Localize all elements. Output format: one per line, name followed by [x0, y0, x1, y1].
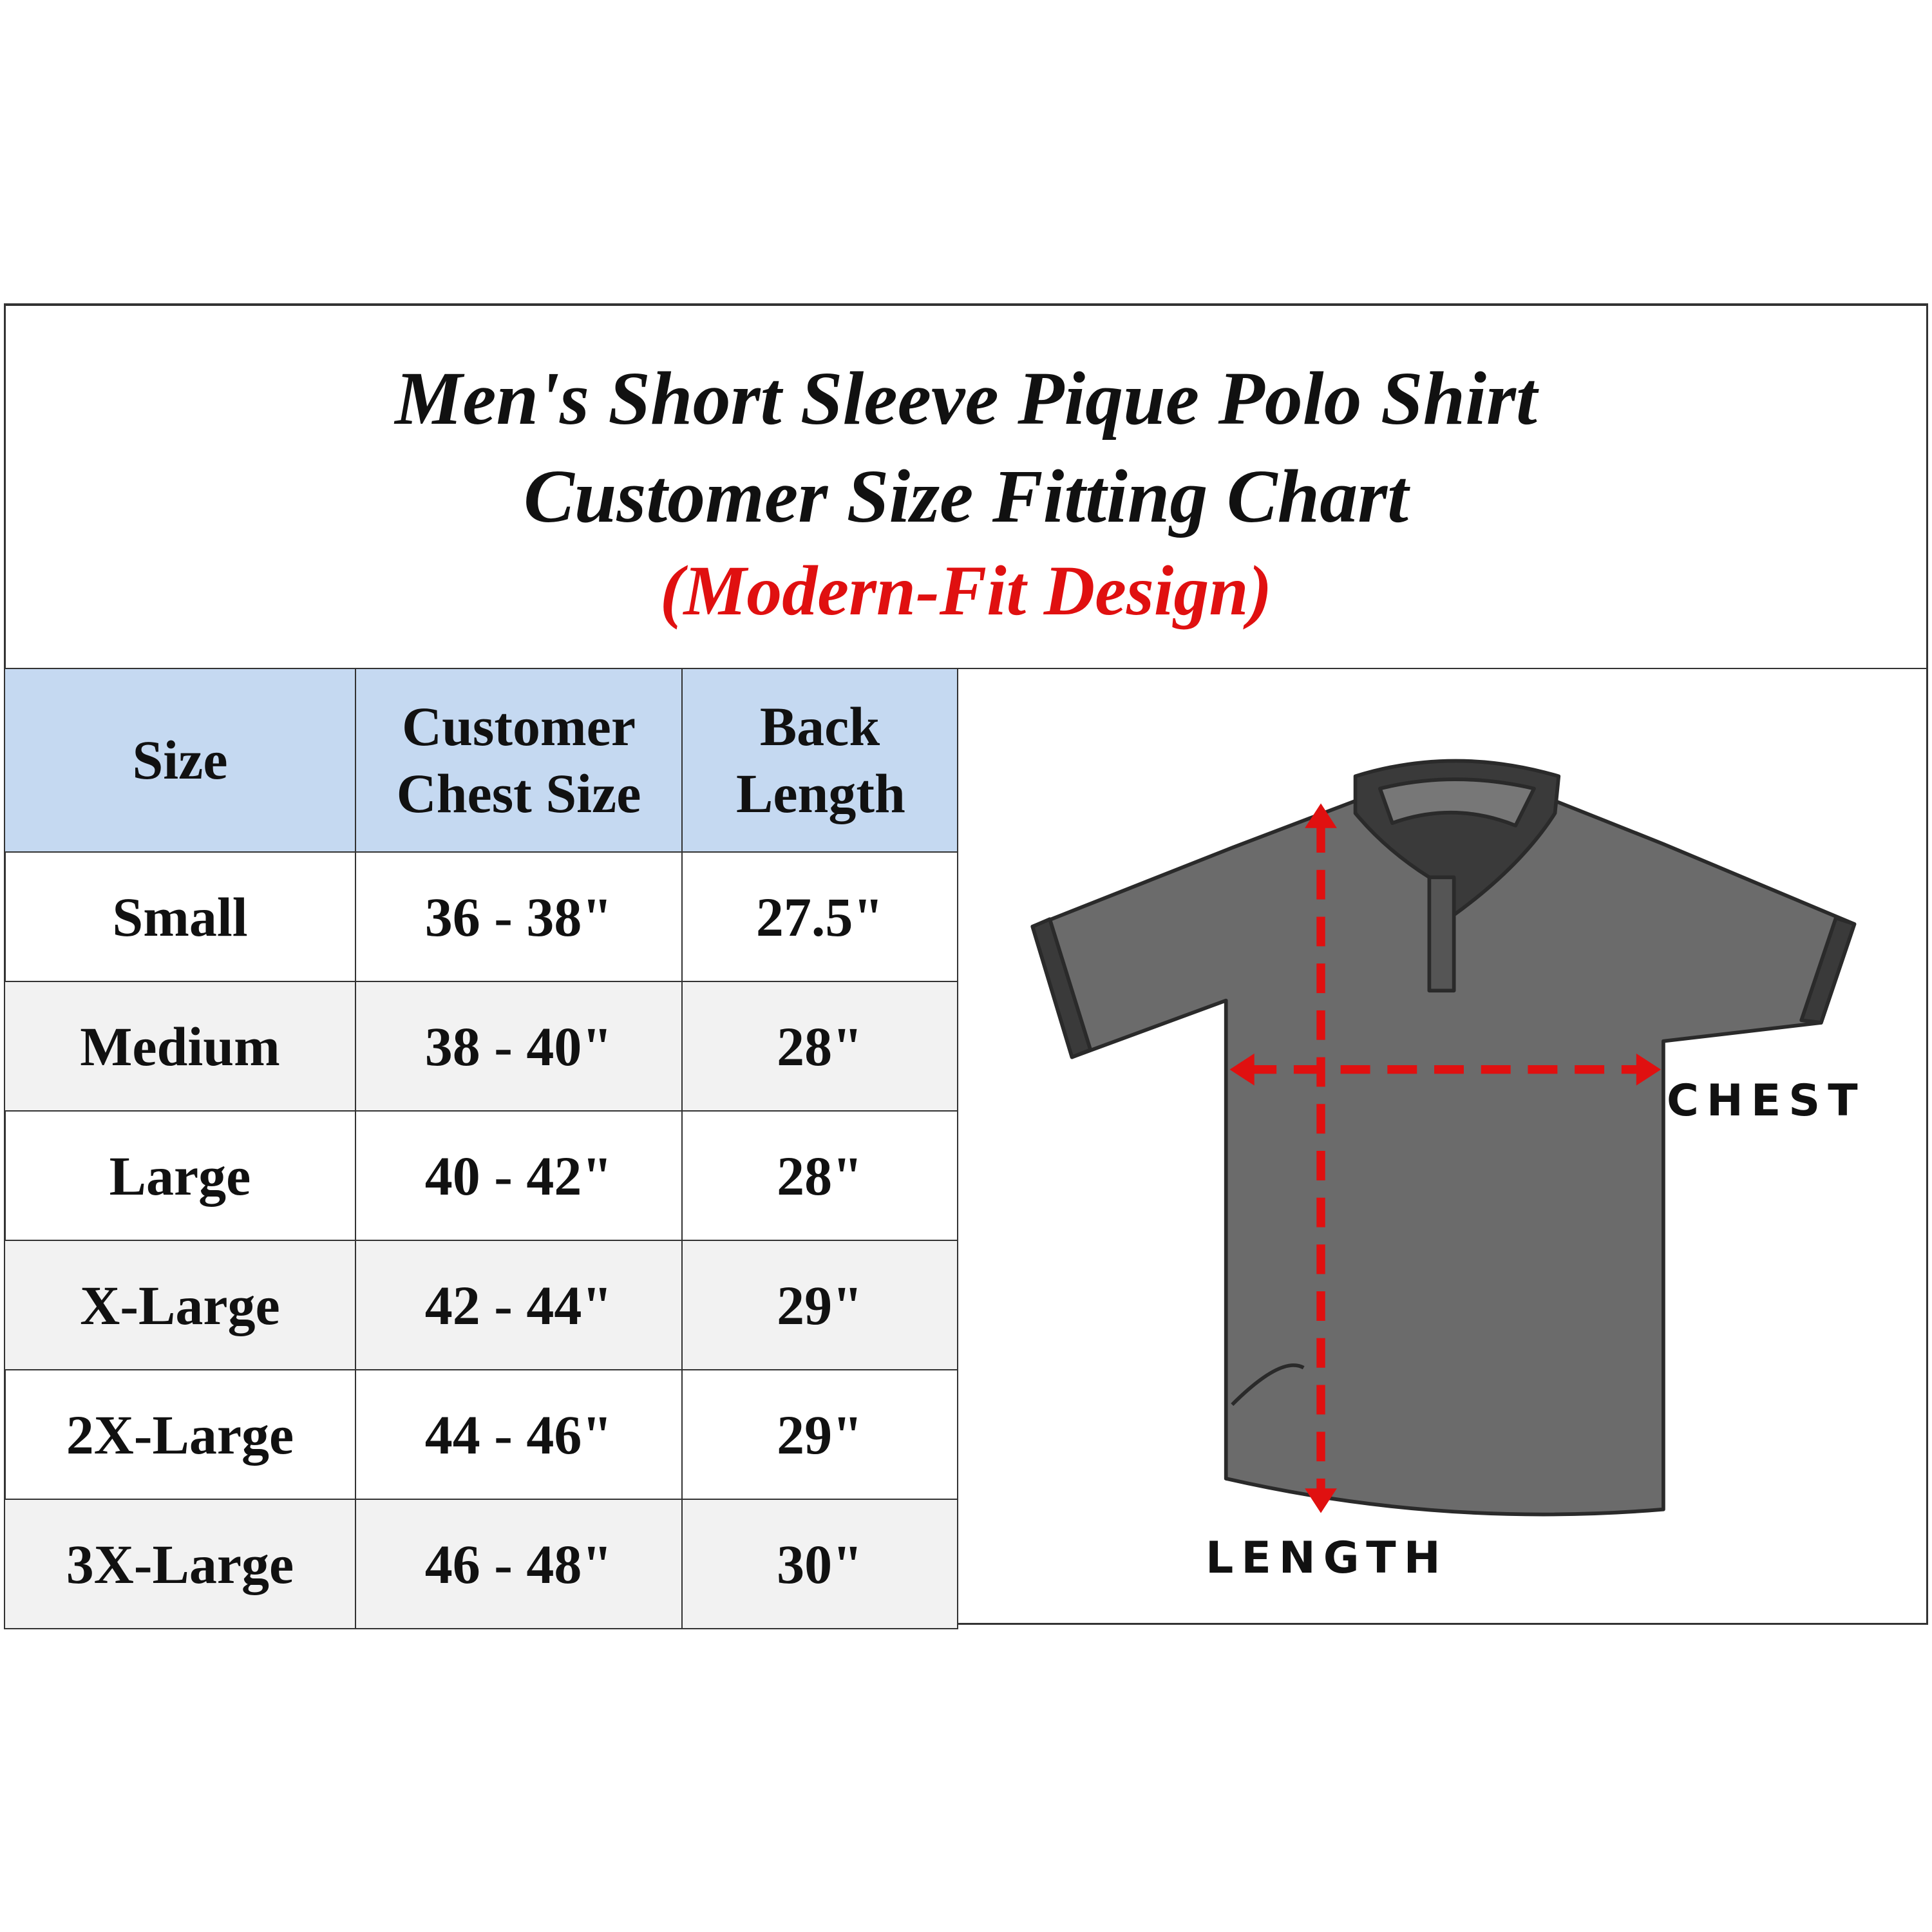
size-cell: Small	[4, 851, 356, 982]
length-cell: 28"	[681, 1110, 958, 1241]
header-length-label: Back Length	[736, 696, 905, 824]
title-line-2: Customer Size Fitting Chart	[524, 454, 1408, 538]
length-cell: 28"	[681, 981, 958, 1112]
header-chest-label: Customer Chest Size	[396, 696, 641, 824]
header-row: Size Customer Chest Size Back Length	[4, 668, 958, 853]
size-cell: 3X-Large	[4, 1499, 356, 1629]
header-size: Size	[4, 668, 356, 853]
table-row: Large 40 - 42" 28"	[4, 1110, 958, 1241]
size-cell: Medium	[4, 981, 356, 1112]
size-cell: 2X-Large	[4, 1369, 356, 1500]
table-row: Small 36 - 38" 27.5"	[4, 851, 958, 982]
size-cell: X-Large	[4, 1240, 356, 1370]
subtitle-fit: (Modern-Fit Design)	[659, 551, 1273, 630]
table-row: X-Large 42 - 44" 29"	[4, 1240, 958, 1370]
title-line-1: Men's Short Sleeve Pique Polo Shirt	[395, 356, 1537, 440]
table-row: Medium 38 - 40" 28"	[4, 981, 958, 1112]
header-length: Back Length	[681, 668, 958, 853]
chest-cell: 38 - 40"	[355, 981, 683, 1112]
chest-cell: 36 - 38"	[355, 851, 683, 982]
table-row: 2X-Large 44 - 46" 29"	[4, 1369, 958, 1500]
size-table: Size Customer Chest Size Back Length Sma…	[4, 668, 958, 1629]
header-chest: Customer Chest Size	[355, 668, 683, 853]
length-cell: 30"	[681, 1499, 958, 1629]
size-cell: Large	[4, 1110, 356, 1241]
length-label: LENGTH	[1206, 1533, 1448, 1584]
length-cell: 27.5"	[681, 851, 958, 982]
table-row: 3X-Large 46 - 48" 30"	[4, 1499, 958, 1629]
chest-cell: 42 - 44"	[355, 1240, 683, 1370]
chest-cell: 44 - 46"	[355, 1369, 683, 1500]
length-cell: 29"	[681, 1240, 958, 1370]
length-cell: 29"	[681, 1369, 958, 1500]
chest-label: CHEST	[1667, 1075, 1866, 1126]
diagram-panel	[957, 668, 1928, 1625]
chest-cell: 46 - 48"	[355, 1499, 683, 1629]
chest-cell: 40 - 42"	[355, 1110, 683, 1241]
